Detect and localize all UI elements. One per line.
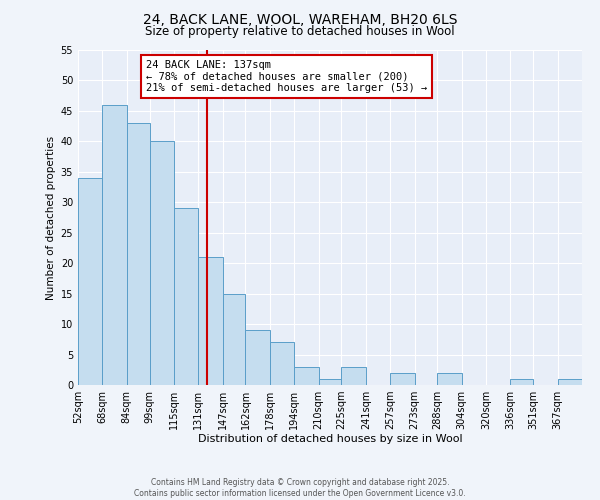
- Bar: [319, 379, 341, 385]
- Bar: [127, 123, 149, 385]
- Text: Contains HM Land Registry data © Crown copyright and database right 2025.
Contai: Contains HM Land Registry data © Crown c…: [134, 478, 466, 498]
- Bar: [103, 105, 127, 385]
- Text: Size of property relative to detached houses in Wool: Size of property relative to detached ho…: [145, 25, 455, 38]
- Bar: [174, 208, 198, 385]
- Bar: [78, 178, 103, 385]
- Bar: [511, 379, 533, 385]
- Bar: [294, 366, 319, 385]
- Bar: [341, 366, 366, 385]
- Bar: [198, 257, 223, 385]
- Bar: [437, 373, 462, 385]
- Bar: [390, 373, 415, 385]
- Bar: [223, 294, 245, 385]
- Text: 24, BACK LANE, WOOL, WAREHAM, BH20 6LS: 24, BACK LANE, WOOL, WAREHAM, BH20 6LS: [143, 12, 457, 26]
- Text: 24 BACK LANE: 137sqm
← 78% of detached houses are smaller (200)
21% of semi-deta: 24 BACK LANE: 137sqm ← 78% of detached h…: [146, 60, 427, 93]
- Bar: [149, 142, 174, 385]
- Bar: [245, 330, 270, 385]
- Bar: [270, 342, 294, 385]
- X-axis label: Distribution of detached houses by size in Wool: Distribution of detached houses by size …: [197, 434, 463, 444]
- Y-axis label: Number of detached properties: Number of detached properties: [46, 136, 56, 300]
- Bar: [557, 379, 582, 385]
